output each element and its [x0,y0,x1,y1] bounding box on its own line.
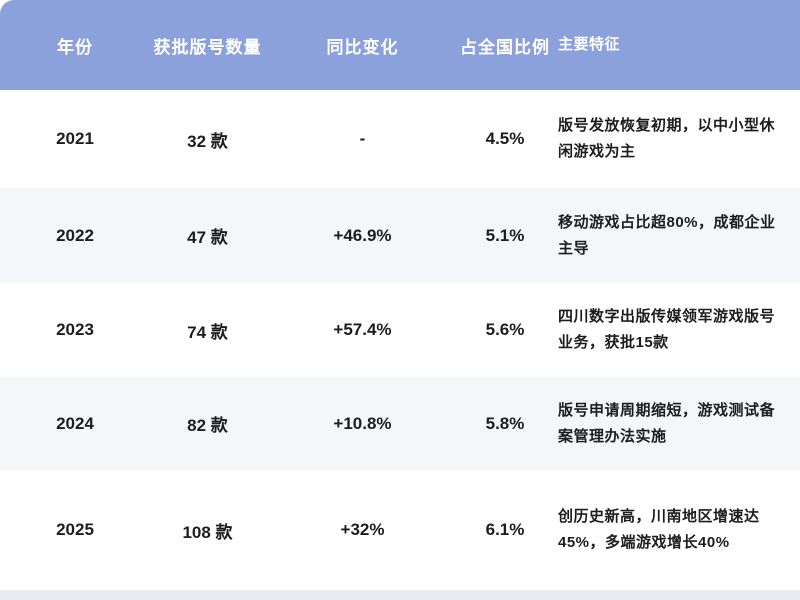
year-cell: 2025 [56,520,94,539]
count-cell: 74 款 [187,322,228,342]
share-cell: 5.6% [485,320,525,339]
share-cell: 6.1% [485,520,525,539]
header-year: 年份 [57,37,93,57]
yoy-cell: - [359,129,366,148]
table-row: 2021 32 款 - 4.5% 版号发放恢复初期，以中小型休闲游戏为主 [0,90,800,188]
yoy-cell: +46.9% [333,225,392,245]
header-yoy: 同比变化 [326,37,399,57]
table-row: 2025 108 款 +32% 6.1% 创历史新高，川南地区增速达45%，多端… [0,470,800,590]
cutoff-row-strip [0,590,800,600]
table-row: 2023 74 款 +57.4% 5.6% 四川数字出版传媒领军游戏版号业务，获… [0,283,800,377]
count-cell: 108 款 [182,522,233,542]
header-share: 占全国比例 [460,37,550,57]
year-cell: 2022 [56,225,94,245]
year-cell: 2021 [56,129,94,148]
features-cell: 创历史新高，川南地区增速达45%，多端游戏增长40% [558,508,760,551]
share-cell: 5.8% [485,413,525,433]
header-count: 获批版号数量 [153,37,262,57]
count-cell: 47 款 [187,228,228,247]
table-row: 2022 47 款 +46.9% 5.1% 移动游戏占比超80%，成都企业主导 [0,188,800,283]
share-cell: 5.1% [485,225,525,245]
features-cell: 四川数字出版传媒领军游戏版号业务，获批15款 [558,308,776,351]
count-cell: 82 款 [187,416,228,435]
yoy-cell: +10.8% [333,413,392,433]
year-cell: 2024 [56,413,94,433]
features-cell: 版号发放恢复初期，以中小型休闲游戏为主 [558,117,776,160]
table-header-row: 年份 获批版号数量 同比变化 占全国比例 主要特征 [0,0,800,90]
header-features: 主要特征 [558,36,621,53]
share-cell: 4.5% [485,129,525,148]
year-cell: 2023 [56,320,94,339]
features-cell: 移动游戏占比超80%，成都企业主导 [558,213,776,257]
yoy-cell: +57.4% [333,320,392,339]
features-cell: 版号申请周期缩短，游戏测试备案管理办法实施 [558,401,776,445]
table-row: 2024 82 款 +10.8% 5.8% 版号申请周期缩短，游戏测试备案管理办… [0,377,800,470]
count-cell: 32 款 [187,131,228,151]
yoy-cell: +32% [340,520,385,539]
